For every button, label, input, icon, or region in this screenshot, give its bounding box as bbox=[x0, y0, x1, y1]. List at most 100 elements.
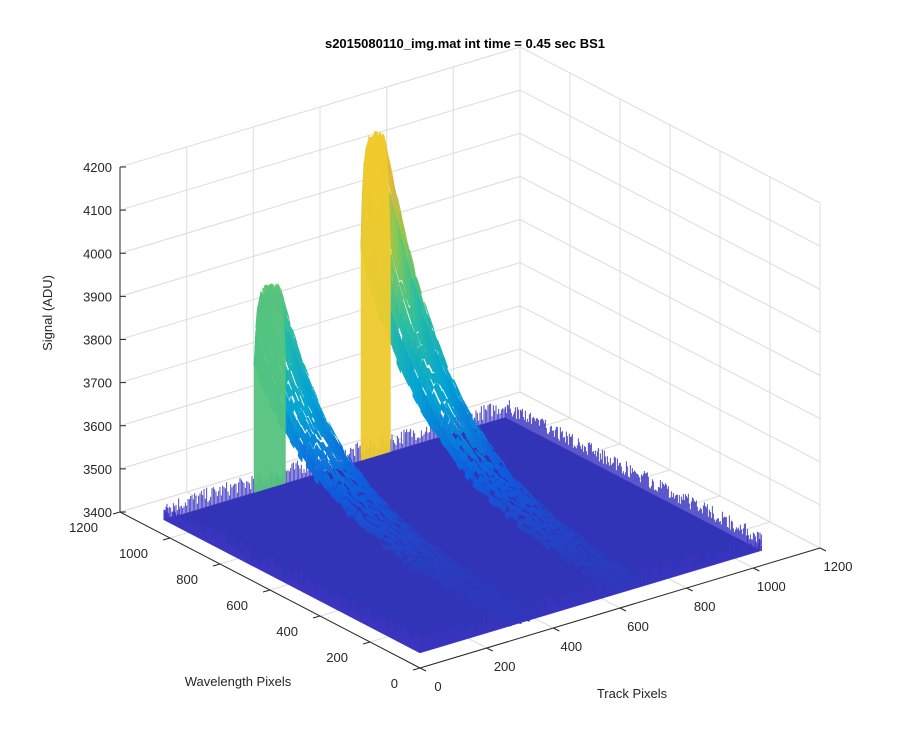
surface-patch bbox=[499, 604, 507, 608]
surface-patch bbox=[586, 562, 593, 566]
surface-patch bbox=[548, 535, 556, 541]
surface-patch bbox=[509, 601, 517, 605]
surface-patch bbox=[342, 472, 350, 480]
surface-patch bbox=[462, 572, 469, 576]
surface-patch bbox=[291, 412, 298, 433]
surface-patch bbox=[458, 423, 465, 432]
surface-patch bbox=[524, 512, 532, 518]
surface-patch bbox=[431, 576, 438, 581]
surface-patch bbox=[523, 520, 531, 527]
surface-patch bbox=[472, 428, 480, 450]
surface-patch bbox=[487, 461, 494, 469]
surface-patch bbox=[573, 560, 581, 566]
surface-patch bbox=[424, 569, 432, 574]
surface-patch bbox=[491, 592, 499, 596]
surface-patch bbox=[491, 614, 498, 618]
surface-patch bbox=[516, 606, 523, 611]
surface-patch bbox=[583, 542, 590, 547]
surface-patch bbox=[534, 521, 541, 526]
surface-patch bbox=[523, 602, 530, 606]
surface-patch bbox=[315, 431, 323, 441]
z-tick-label: 3900 bbox=[83, 289, 112, 304]
y-tick-label: 1200 bbox=[69, 520, 98, 535]
surface-patch bbox=[513, 597, 521, 601]
surface-patch bbox=[559, 549, 567, 555]
surface-patch bbox=[471, 416, 478, 431]
surface-patch bbox=[569, 535, 576, 540]
surface-patch bbox=[479, 597, 487, 602]
surface-patch bbox=[537, 500, 544, 506]
surface-patch bbox=[474, 577, 481, 581]
surface-patch bbox=[545, 541, 553, 548]
surface-patch bbox=[401, 299, 408, 319]
surface-patch bbox=[407, 549, 415, 554]
surface-patch bbox=[338, 461, 345, 470]
surface-patch bbox=[483, 583, 490, 588]
surface-patch bbox=[575, 538, 582, 543]
surface-patch bbox=[401, 532, 409, 538]
surface-patch bbox=[302, 362, 309, 376]
surface-patch bbox=[447, 570, 455, 575]
y-tick bbox=[362, 641, 371, 645]
surface-patch bbox=[459, 567, 466, 572]
surface-patch bbox=[379, 523, 387, 529]
surface-patch bbox=[471, 582, 479, 587]
surface-patch bbox=[497, 491, 504, 498]
surface-patch bbox=[411, 529, 418, 537]
surface-patch bbox=[454, 579, 462, 583]
surface-patch bbox=[340, 488, 348, 498]
y-tick-label: 1000 bbox=[119, 546, 148, 561]
surface-patch bbox=[391, 524, 399, 530]
surface-patch bbox=[472, 474, 479, 491]
surface-patch bbox=[482, 584, 489, 588]
surface-patch bbox=[462, 586, 470, 590]
x-tick bbox=[819, 547, 827, 552]
x-tick bbox=[753, 567, 760, 572]
surface-patch bbox=[629, 577, 637, 582]
surface-patch bbox=[313, 446, 320, 459]
surface-patch bbox=[588, 545, 595, 552]
surface-patch bbox=[532, 495, 540, 507]
surface-patch bbox=[312, 386, 319, 402]
surface-patch bbox=[406, 531, 414, 536]
surface-patch bbox=[508, 481, 515, 488]
surface-patch bbox=[439, 348, 446, 371]
surface-patch bbox=[542, 517, 550, 522]
surface-patch bbox=[385, 525, 392, 531]
surface-patch bbox=[405, 544, 412, 550]
surface-patch bbox=[426, 561, 434, 566]
y-tick bbox=[262, 589, 271, 593]
surface-patch bbox=[513, 496, 521, 502]
surface-patch bbox=[339, 475, 347, 483]
surface-patch bbox=[495, 592, 502, 597]
surface-patch bbox=[523, 618, 531, 622]
surface-patch bbox=[444, 554, 452, 558]
surface-patch bbox=[463, 399, 470, 416]
grid-line bbox=[119, 132, 821, 290]
surface-patch bbox=[611, 566, 619, 570]
surface-patch bbox=[421, 547, 429, 553]
surface-patch bbox=[600, 570, 608, 574]
surface-patch bbox=[488, 607, 495, 612]
surface-patch bbox=[486, 588, 494, 593]
x-tick bbox=[619, 607, 627, 612]
surface-patch bbox=[453, 571, 461, 576]
x-tick-label: 0 bbox=[434, 679, 441, 694]
surface-patch bbox=[381, 521, 388, 527]
y-tick-label: 800 bbox=[176, 572, 198, 587]
surface-patch bbox=[460, 401, 467, 427]
surface-patch bbox=[554, 538, 561, 543]
surface-patch bbox=[603, 551, 610, 555]
surface-patch bbox=[391, 275, 398, 300]
surface-patch bbox=[443, 564, 450, 569]
x-tick bbox=[486, 647, 493, 652]
surface-patch bbox=[514, 502, 521, 508]
surface-patch bbox=[503, 594, 510, 598]
surface-patch bbox=[377, 507, 385, 513]
surface-patch bbox=[415, 565, 422, 571]
surface-patch bbox=[427, 313, 434, 341]
surface-patch bbox=[491, 586, 498, 590]
surface-patch bbox=[604, 565, 612, 570]
surface-patch bbox=[495, 601, 503, 605]
